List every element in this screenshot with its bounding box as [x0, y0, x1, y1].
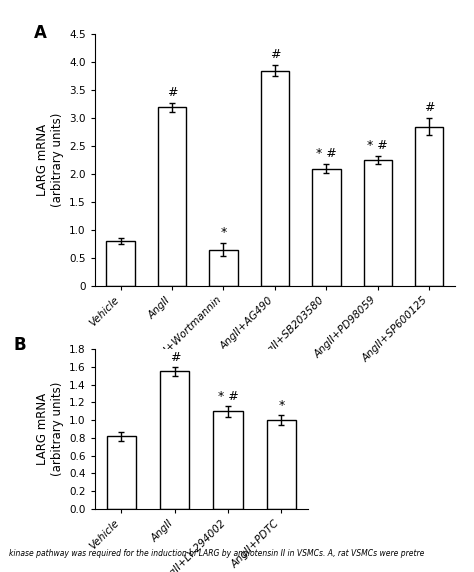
Text: #: #	[170, 351, 180, 364]
Bar	[261, 71, 289, 286]
Text: #: #	[167, 86, 177, 98]
Text: A: A	[34, 24, 46, 42]
Text: * #: * #	[367, 140, 388, 152]
Bar	[267, 420, 296, 509]
Text: #: #	[424, 101, 435, 114]
Text: *: *	[220, 226, 227, 239]
Text: kinase pathway was required for the induction of LARG by angiotensin II in VSMCs: kinase pathway was required for the indu…	[9, 549, 425, 558]
Bar	[364, 160, 392, 286]
Bar	[312, 169, 340, 286]
Text: * #: * #	[218, 390, 238, 403]
Bar	[213, 411, 243, 509]
Text: * #: * #	[316, 147, 337, 160]
Bar	[160, 371, 190, 509]
Bar	[107, 436, 136, 509]
Text: *: *	[278, 399, 284, 412]
Bar	[210, 249, 237, 286]
Y-axis label: LARG mRNA
(arbitrary units): LARG mRNA (arbitrary units)	[36, 113, 64, 207]
Text: #: #	[270, 48, 280, 61]
Bar	[106, 241, 135, 286]
Bar	[158, 107, 186, 286]
Y-axis label: LARG mRNA
(arbitrary units): LARG mRNA (arbitrary units)	[36, 382, 64, 476]
Bar	[415, 126, 444, 286]
Text: B: B	[14, 336, 27, 354]
